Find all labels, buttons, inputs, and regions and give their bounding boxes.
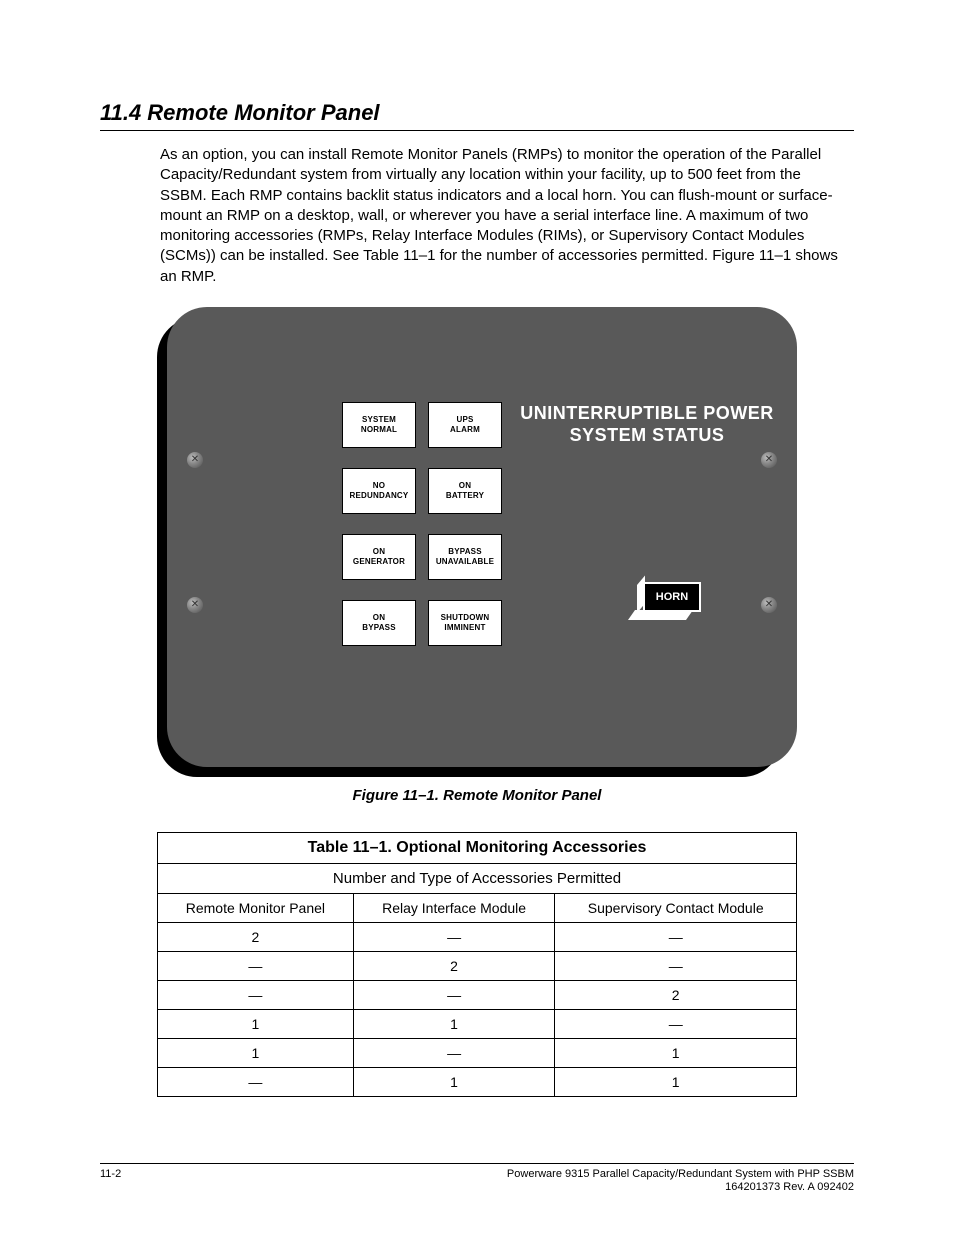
table-row: 1—1 (158, 1038, 797, 1067)
indicator-shutdown-imminent: SHUTDOWNIMMINENT (428, 600, 502, 646)
screw-icon (187, 597, 203, 613)
indicator-on-battery: ONBATTERY (428, 468, 502, 514)
table-row: ——2 (158, 980, 797, 1009)
horn-button[interactable]: HORN (635, 582, 703, 622)
screw-icon (761, 597, 777, 613)
table-header-row: Remote Monitor Panel Relay Interface Mod… (158, 893, 797, 922)
body-paragraph: As an option, you can install Remote Mon… (160, 145, 844, 287)
indicator-on-bypass: ONBYPASS (342, 600, 416, 646)
rmp-panel-figure: SYSTEMNORMAL UPSALARM NOREDUNDANCY ONBAT… (157, 307, 797, 777)
heading-rule (100, 130, 854, 131)
panel-title-line1: UNINTERRUPTIBLE POWER (517, 402, 777, 425)
screw-icon (187, 452, 203, 468)
indicator-no-redundancy: NOREDUNDANCY (342, 468, 416, 514)
table-title: Table 11–1. Optional Monitoring Accessor… (158, 832, 797, 863)
horn-label: HORN (643, 582, 701, 612)
figure-caption: Figure 11–1. Remote Monitor Panel (100, 787, 854, 804)
section-heading: 11.4 Remote Monitor Panel (100, 100, 854, 126)
screw-icon (761, 452, 777, 468)
footer-line2: 164201373 Rev. A 092402 (507, 1181, 854, 1195)
panel-title-line2: SYSTEM STATUS (517, 424, 777, 447)
indicator-bypass-unavailable: BYPASSUNAVAILABLE (428, 534, 502, 580)
indicator-on-generator: ONGENERATOR (342, 534, 416, 580)
col-header: Relay Interface Module (353, 893, 555, 922)
page-footer: 11-2 Powerware 9315 Parallel Capacity/Re… (100, 1163, 854, 1196)
indicator-grid: SYSTEMNORMAL UPSALARM NOREDUNDANCY ONBAT… (342, 402, 502, 646)
page-number: 11-2 (100, 1168, 121, 1180)
indicator-ups-alarm: UPSALARM (428, 402, 502, 448)
accessories-table: Table 11–1. Optional Monitoring Accessor… (157, 832, 797, 1097)
footer-line1: Powerware 9315 Parallel Capacity/Redunda… (507, 1168, 854, 1182)
table-row: 11— (158, 1009, 797, 1038)
col-header: Remote Monitor Panel (158, 893, 354, 922)
table-subtitle: Number and Type of Accessories Permitted (158, 863, 797, 893)
col-header: Supervisory Contact Module (555, 893, 797, 922)
indicator-system-normal: SYSTEMNORMAL (342, 402, 416, 448)
table-row: —2— (158, 951, 797, 980)
table-row: 2—— (158, 922, 797, 951)
table-row: —11 (158, 1067, 797, 1096)
panel-title: UNINTERRUPTIBLE POWER SYSTEM STATUS (517, 402, 777, 447)
panel-face: SYSTEMNORMAL UPSALARM NOREDUNDANCY ONBAT… (167, 307, 797, 767)
